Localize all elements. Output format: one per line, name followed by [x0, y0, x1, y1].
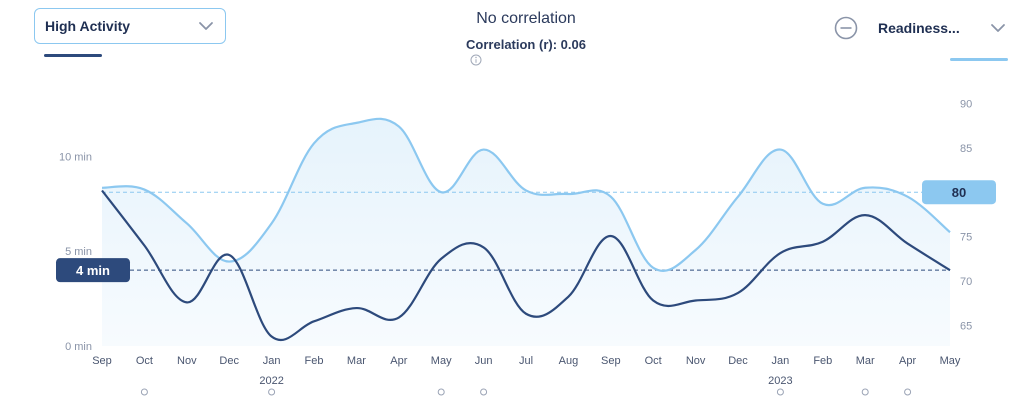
y-right-tick-label: 85: [960, 143, 972, 155]
y-right-tick-label: 70: [960, 276, 972, 288]
x-month-label: Nov: [686, 355, 706, 367]
event-marker[interactable]: [437, 388, 445, 396]
readiness-average-label: 80: [952, 185, 966, 200]
x-year-label: 2023: [768, 375, 792, 387]
x-month-label: Oct: [645, 355, 662, 367]
x-month-label: Mar: [856, 355, 875, 367]
x-month-label: Apr: [899, 355, 916, 367]
x-month-label: Apr: [390, 355, 407, 367]
event-marker[interactable]: [268, 388, 276, 396]
right-series-indicator: [950, 58, 1008, 61]
chevron-down-icon: [199, 22, 213, 30]
metric-select-left[interactable]: High Activity: [34, 8, 226, 44]
x-month-label: Feb: [305, 355, 324, 367]
y-right-tick-label: 90: [960, 98, 972, 110]
event-marker[interactable]: [904, 388, 912, 396]
x-month-label: Aug: [559, 355, 579, 367]
metric-select-right-label: Readiness...: [878, 20, 960, 36]
readiness-area: [102, 118, 950, 347]
x-month-label: Feb: [813, 355, 832, 367]
x-month-label: Jun: [475, 355, 493, 367]
correlation-title: No correlation: [476, 10, 576, 27]
info-icon[interactable]: [470, 54, 482, 66]
y-right-tick-label: 65: [960, 321, 972, 333]
x-month-label: Oct: [136, 355, 153, 367]
readiness-series-line: [101, 117, 951, 272]
correlation-value: Correlation (r): 0.06: [466, 37, 586, 52]
metric-select-left-label: High Activity: [45, 18, 131, 34]
y-left-tick-label: 10 min: [59, 151, 92, 163]
readiness-average-badge: [922, 180, 996, 205]
x-month-label: May: [431, 355, 452, 367]
x-month-label: Sep: [601, 355, 621, 367]
activity-series-line: [101, 189, 951, 342]
activity-average-badge: [56, 258, 130, 283]
y-left-tick-label: 5 min: [65, 246, 92, 258]
event-marker[interactable]: [480, 388, 488, 396]
x-month-label: Jan: [772, 355, 790, 367]
x-month-label: Jul: [519, 355, 533, 367]
minus-circle-icon[interactable]: [834, 16, 858, 40]
y-left-tick-label: 0 min: [65, 341, 92, 353]
x-month-label: Nov: [177, 355, 197, 367]
x-month-label: May: [940, 355, 961, 367]
left-series-indicator: [44, 54, 102, 57]
event-marker[interactable]: [140, 388, 148, 396]
event-marker[interactable]: [861, 388, 869, 396]
y-right-tick-label: 75: [960, 232, 972, 244]
event-marker[interactable]: [776, 388, 784, 396]
x-month-label: Mar: [347, 355, 366, 367]
chevron-down-icon: [991, 24, 1005, 32]
x-month-label: Dec: [219, 355, 239, 367]
metric-select-right[interactable]: Readiness...: [870, 14, 1015, 42]
x-month-label: Jan: [263, 355, 281, 367]
activity-average-label: 4 min: [76, 263, 110, 278]
x-year-label: 2022: [259, 375, 283, 387]
x-month-label: Dec: [728, 355, 748, 367]
x-month-label: Sep: [92, 355, 112, 367]
